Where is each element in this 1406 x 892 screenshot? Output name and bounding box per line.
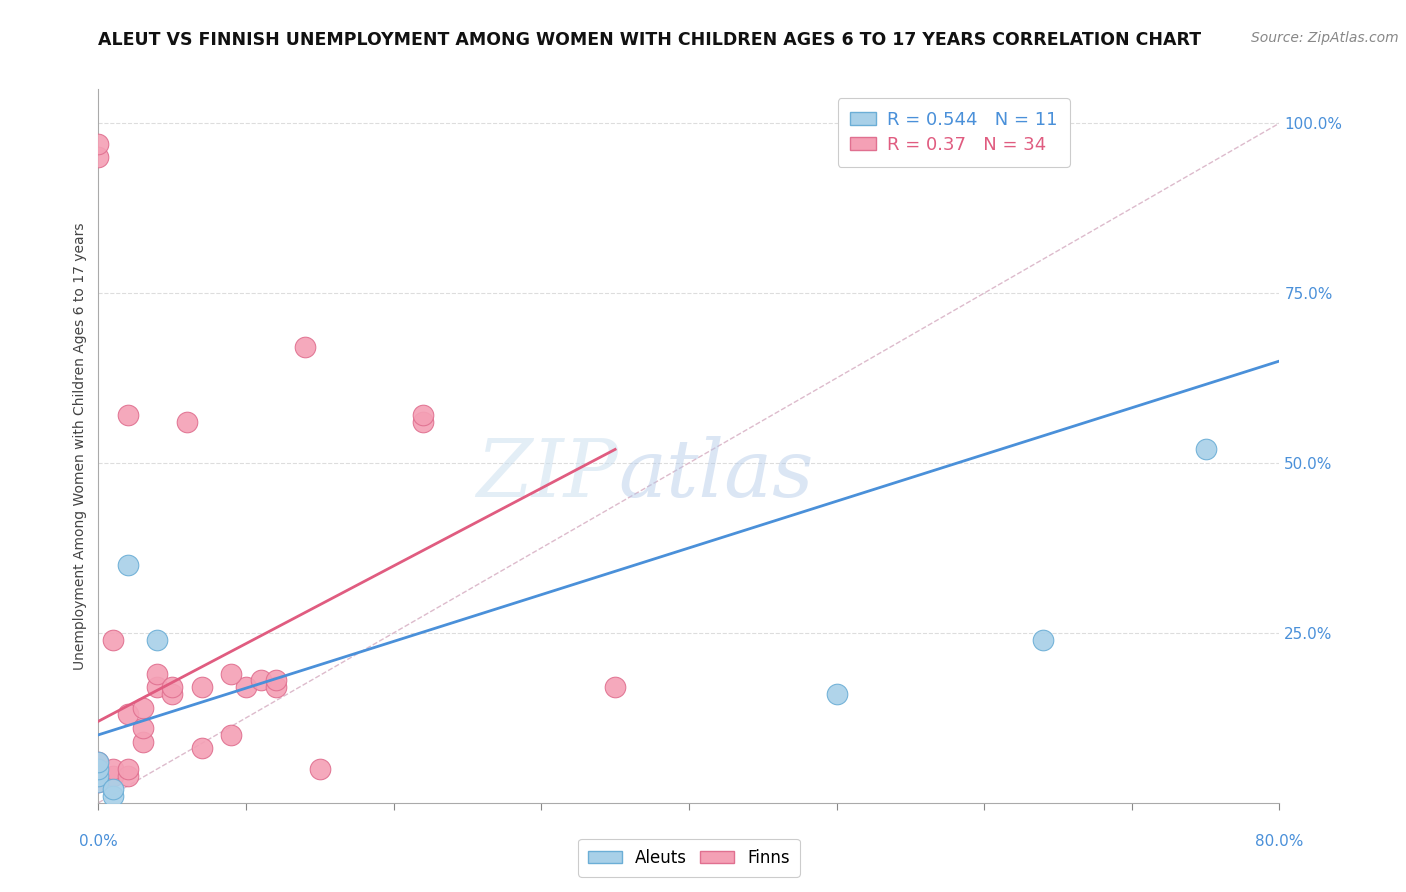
Point [146, 680, 169, 694]
Point [87, 136, 110, 151]
Point [103, 632, 125, 647]
Point [191, 741, 214, 756]
Point [87, 775, 110, 789]
Point [162, 680, 183, 694]
Text: ALEUT VS FINNISH UNEMPLOYMENT AMONG WOMEN WITH CHILDREN AGES 6 TO 17 YEARS CORRE: ALEUT VS FINNISH UNEMPLOYMENT AMONG WOME… [98, 31, 1202, 49]
Text: atlas: atlas [619, 436, 814, 513]
Point [132, 721, 155, 735]
Point [191, 680, 214, 694]
Point [309, 762, 332, 776]
Text: Source: ZipAtlas.com: Source: ZipAtlas.com [1251, 31, 1399, 45]
Point [103, 762, 125, 776]
Point [132, 734, 155, 748]
Point [176, 415, 198, 429]
Point [87, 762, 110, 776]
Point [1032, 632, 1054, 647]
Point [103, 789, 125, 803]
Point [117, 762, 139, 776]
Point [146, 632, 169, 647]
Point [87, 755, 110, 769]
Text: ZIP: ZIP [477, 436, 619, 513]
Point [146, 666, 169, 681]
Point [87, 775, 110, 789]
Point [103, 769, 125, 783]
Point [264, 680, 287, 694]
Y-axis label: Unemployment Among Women with Children Ages 6 to 17 years: Unemployment Among Women with Children A… [73, 222, 87, 670]
Point [117, 707, 139, 722]
Point [87, 762, 110, 776]
Legend: Aleuts, Finns: Aleuts, Finns [578, 838, 800, 877]
Point [103, 782, 125, 797]
Point [117, 769, 139, 783]
Text: 80.0%: 80.0% [1256, 834, 1303, 849]
Point [219, 728, 242, 742]
Point [87, 769, 110, 783]
Point [87, 755, 110, 769]
Point [235, 680, 257, 694]
Point [87, 769, 110, 783]
Point [1195, 442, 1218, 457]
Point [219, 666, 242, 681]
Point [825, 687, 848, 701]
Point [117, 409, 139, 423]
Text: 0.0%: 0.0% [79, 834, 118, 849]
Point [412, 409, 434, 423]
Point [87, 150, 110, 164]
Point [250, 673, 273, 688]
Point [117, 558, 139, 572]
Point [162, 687, 183, 701]
Point [412, 415, 434, 429]
Point [264, 673, 287, 688]
Point [605, 680, 627, 694]
Point [294, 341, 316, 355]
Point [132, 700, 155, 714]
